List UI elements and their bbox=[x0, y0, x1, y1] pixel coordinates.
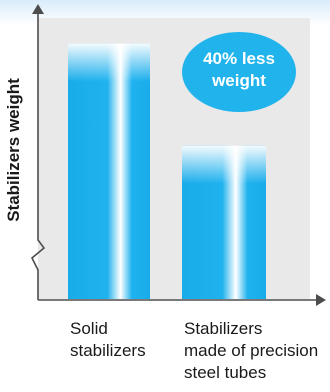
x-tick-label-solid: Solid stabilizers bbox=[70, 319, 146, 360]
bar-top-fade-1 bbox=[182, 145, 266, 184]
bar-0 bbox=[68, 43, 150, 299]
bar-top-fade-0 bbox=[68, 43, 150, 82]
y-axis-line bbox=[31, 14, 46, 300]
annotation-badge bbox=[182, 32, 296, 112]
y-axis-arrow bbox=[32, 4, 44, 14]
x-tick-label-tubes: Stabilizers made of precision steel tube… bbox=[184, 319, 319, 382]
y-axis-label: Stabilizers weight bbox=[4, 78, 23, 222]
x-axis-arrow bbox=[316, 294, 326, 306]
annotation-text: 40% less weight bbox=[203, 49, 275, 90]
